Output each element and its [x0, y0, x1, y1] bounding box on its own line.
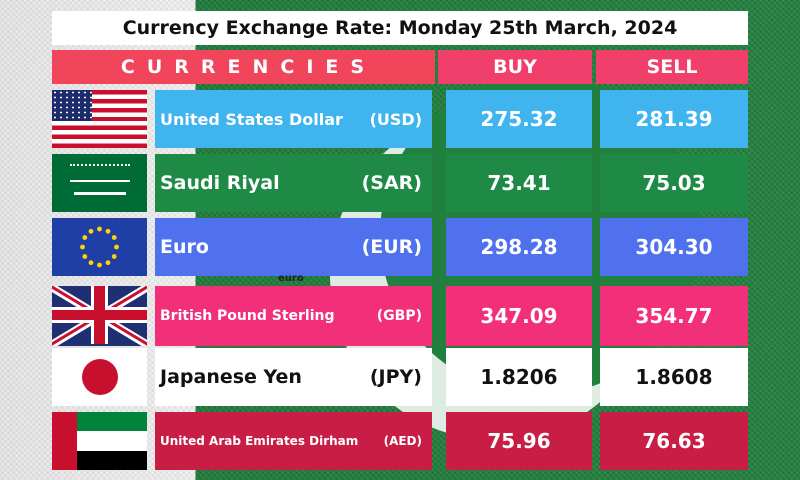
currency-cell-jpy: Japanese Yen (JPY): [155, 348, 432, 406]
sell-value-eur: 304.30: [600, 218, 748, 276]
currency-name: Japanese Yen: [160, 366, 302, 388]
currency-cell-sar: Saudi Riyal (SAR): [155, 154, 432, 212]
uk-flag-icon: [52, 286, 147, 346]
table-row-eur: Euro (EUR) 298.28 304.30: [0, 218, 800, 276]
header-sell: SELL: [596, 50, 748, 84]
saudi-flag-icon: [52, 154, 147, 212]
currency-code: (JPY): [369, 366, 422, 388]
us-flag-icon: [52, 90, 147, 148]
uae-flag-icon: [52, 412, 147, 470]
table-row-gbp: British Pound Sterling (GBP) 347.09 354.…: [0, 286, 800, 346]
sell-value-aed: 76.63: [600, 412, 748, 470]
header-currencies: CURRENCIES: [52, 50, 435, 84]
header-buy: BUY: [438, 50, 592, 84]
currency-code: (USD): [369, 109, 422, 129]
buy-value-sar: 73.41: [446, 154, 592, 212]
buy-value-gbp: 347.09: [446, 286, 592, 346]
table-row-aed: United Arab Emirates Dirham (AED) 75.96 …: [0, 412, 800, 470]
currency-code: (SAR): [361, 172, 422, 194]
buy-value-aed: 75.96: [446, 412, 592, 470]
currency-code: (EUR): [361, 236, 422, 258]
page-title: Currency Exchange Rate: Monday 25th Marc…: [52, 11, 748, 45]
currency-cell-usd: United States Dollar (USD): [155, 90, 432, 148]
sell-value-gbp: 354.77: [600, 286, 748, 346]
sell-value-sar: 75.03: [600, 154, 748, 212]
table-row-jpy: Japanese Yen (JPY) 1.8206 1.8608: [0, 348, 800, 406]
buy-value-eur: 298.28: [446, 218, 592, 276]
euro-tag: euro: [278, 273, 304, 284]
currency-code: (GBP): [376, 308, 422, 324]
currency-name: United States Dollar: [160, 109, 343, 129]
sell-value-jpy: 1.8608: [600, 348, 748, 406]
japan-flag-icon: [52, 348, 147, 406]
currency-cell-gbp: British Pound Sterling (GBP): [155, 286, 432, 346]
currency-cell-eur: Euro (EUR): [155, 218, 432, 276]
currency-name: British Pound Sterling: [160, 308, 335, 324]
currency-code: (AED): [383, 434, 422, 448]
eu-flag-icon: [52, 218, 147, 276]
currency-name: United Arab Emirates Dirham: [160, 434, 359, 448]
eu-stars: [80, 226, 119, 268]
table-row-usd: United States Dollar (USD) 275.32 281.39: [0, 90, 800, 148]
buy-value-jpy: 1.8206: [446, 348, 592, 406]
buy-value-usd: 275.32: [446, 90, 592, 148]
currency-cell-aed: United Arab Emirates Dirham (AED): [155, 412, 432, 470]
table-row-sar: Saudi Riyal (SAR) 73.41 75.03: [0, 154, 800, 212]
currency-name: Saudi Riyal: [160, 172, 280, 194]
sell-value-usd: 281.39: [600, 90, 748, 148]
currency-name: Euro: [160, 236, 209, 258]
